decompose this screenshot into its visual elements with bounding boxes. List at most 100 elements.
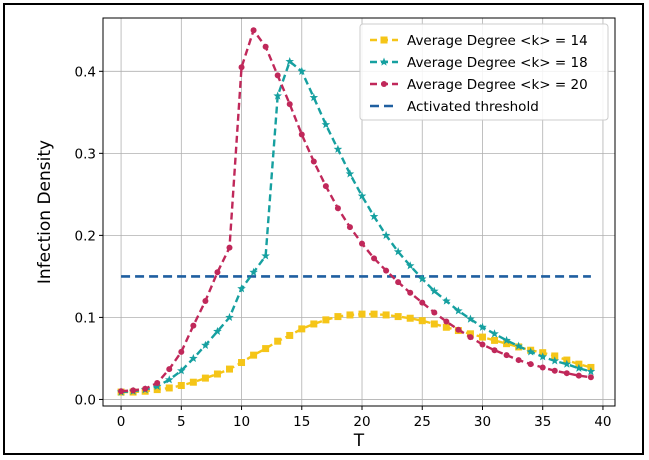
data-point (442, 296, 451, 305)
data-point (503, 352, 510, 359)
data-point (250, 27, 257, 34)
legend-item: Average Degree <k> = 18 (370, 55, 588, 71)
data-point (274, 72, 281, 79)
data-point (297, 66, 307, 75)
data-point (346, 224, 353, 231)
data-point (189, 378, 197, 386)
legend: Average Degree <k> = 14 Average Degree <k… (359, 23, 609, 121)
data-point (154, 380, 161, 387)
data-point (298, 131, 305, 138)
data-point (586, 367, 596, 376)
data-point (190, 322, 197, 329)
series-line (120, 27, 592, 393)
data-point (153, 386, 161, 394)
data-point (322, 183, 329, 190)
data-point (334, 313, 342, 321)
data-point (130, 387, 137, 394)
data-point (369, 212, 379, 221)
data-point (562, 359, 572, 368)
data-point (166, 366, 173, 373)
data-point (515, 357, 522, 364)
data-point (393, 247, 403, 256)
data-point (539, 364, 546, 371)
y-tick-label: 0.3 (75, 146, 96, 162)
data-point (225, 312, 234, 322)
data-point (442, 323, 450, 331)
data-point (430, 286, 439, 295)
data-point (491, 336, 499, 344)
x-tick-label: 35 (534, 414, 551, 430)
data-point (575, 372, 582, 379)
data-point (371, 255, 378, 262)
data-point (502, 335, 511, 345)
data-point (322, 316, 330, 324)
series-2 (118, 27, 594, 395)
data-point (262, 345, 270, 353)
data-point (345, 169, 355, 178)
data-point (443, 318, 450, 325)
data-point (574, 363, 584, 372)
data-point (417, 274, 427, 283)
data-point (165, 384, 173, 392)
y-tick-label: 0.2 (75, 228, 96, 244)
y-axis-label: Infection Density (35, 140, 55, 284)
data-point (466, 314, 475, 323)
y-tick-label: 0.4 (75, 64, 96, 80)
data-point (189, 353, 198, 363)
data-point (213, 370, 221, 378)
x-tick-label: 40 (594, 414, 611, 430)
legend-label: Activated threshold (407, 99, 539, 115)
data-point (238, 359, 246, 367)
data-point (309, 93, 319, 102)
data-point (503, 340, 511, 348)
data-point (321, 120, 331, 129)
series-0 (117, 310, 595, 396)
x-tick-label: 25 (414, 414, 431, 430)
x-axis-label: T (353, 431, 365, 451)
data-point (395, 279, 402, 286)
data-point (310, 158, 317, 165)
x-tick-label: 20 (353, 414, 370, 430)
data-point (381, 230, 391, 240)
data-point (527, 361, 534, 368)
legend-box (359, 23, 609, 121)
legend-item: Average Degree <k> = 14 (370, 33, 588, 49)
data-point (142, 385, 149, 392)
x-tick-label: 0 (117, 414, 126, 430)
data-point (238, 64, 245, 71)
legend-label: Average Degree <k> = 18 (407, 55, 588, 71)
data-point (261, 251, 270, 260)
data-point (346, 311, 354, 319)
x-tick-label: 15 (293, 414, 310, 430)
series-lines (116, 27, 596, 396)
data-point (359, 240, 366, 247)
data-point (249, 267, 258, 276)
legend-label: Average Degree <k> = 20 (407, 77, 588, 93)
data-point (454, 306, 463, 315)
data-point (563, 370, 570, 377)
data-point (310, 320, 318, 328)
axis-ticks: 0 5 10 15 20 25 30 35 40 0.0 0.1 0.2 0.3 0.4 (75, 64, 612, 430)
data-point (490, 329, 499, 338)
data-point (250, 351, 258, 359)
data-point (298, 325, 306, 333)
data-point (514, 341, 523, 350)
data-point (178, 348, 185, 355)
data-point (479, 341, 486, 348)
data-point (383, 267, 390, 274)
data-point (213, 326, 222, 335)
data-point (164, 375, 174, 384)
data-point (466, 330, 474, 338)
data-point (226, 244, 233, 251)
data-point (285, 56, 295, 66)
data-point (357, 191, 367, 200)
data-point (418, 317, 426, 325)
legend-marker (379, 57, 389, 66)
data-point (526, 347, 535, 356)
data-point (358, 310, 366, 318)
data-point (202, 298, 209, 305)
data-point (550, 356, 560, 365)
data-point (407, 289, 414, 296)
data-point (177, 381, 185, 389)
